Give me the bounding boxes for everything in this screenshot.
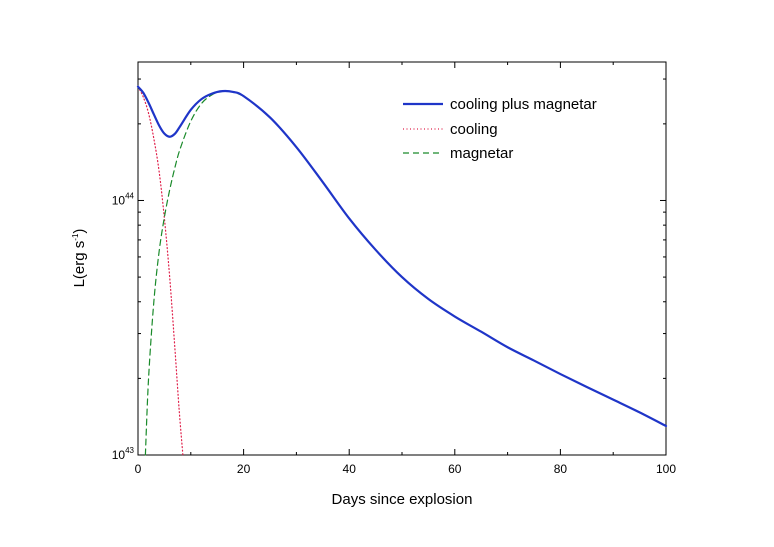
x-tick-label-20: 20 bbox=[237, 462, 251, 476]
plot-frame bbox=[137, 61, 667, 456]
legend-label-cooling: cooling bbox=[450, 121, 498, 138]
y-tick-label-0: 1043 bbox=[112, 446, 135, 462]
y-axis-ticks: 1043 1044 bbox=[112, 78, 666, 462]
series-line-magnetar bbox=[144, 90, 245, 456]
x-tick-label-40: 40 bbox=[343, 462, 357, 476]
y-tick-label-1: 1044 bbox=[112, 191, 135, 207]
legend: cooling plus magnetar cooling magnetar bbox=[403, 96, 597, 162]
x-axis-ticks: 0 20 40 60 80 100 bbox=[135, 62, 676, 476]
x-tick-label-100: 100 bbox=[656, 462, 676, 476]
x-axis-title: Days since explosion bbox=[332, 491, 473, 508]
x-tick-label-60: 60 bbox=[448, 462, 462, 476]
y-axis-title: L(erg s-1) bbox=[71, 229, 88, 288]
series-line-cooling-plus-magnetar bbox=[136, 85, 668, 428]
series-layer bbox=[136, 85, 668, 456]
series-line-cooling bbox=[137, 86, 184, 456]
x-tick-label-0: 0 bbox=[135, 462, 142, 476]
x-tick-label-80: 80 bbox=[554, 462, 568, 476]
legend-label-cooling-plus-magnetar: cooling plus magnetar bbox=[450, 96, 597, 113]
legend-label-magnetar: magnetar bbox=[450, 145, 513, 162]
